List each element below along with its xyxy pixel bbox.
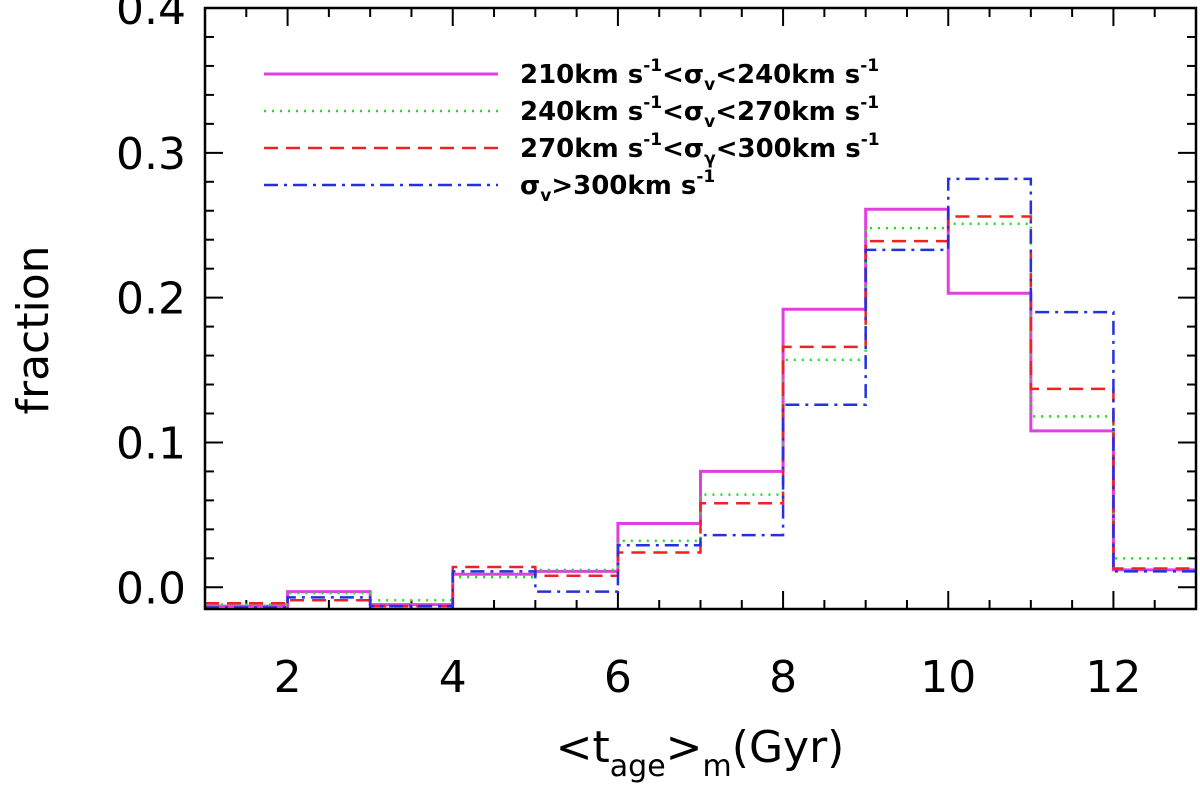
plot-frame [203,6,1198,611]
x-axis-title-sub: age [610,749,666,784]
y-tick-label: 0.1 [116,418,186,469]
x-axis-title-mid: > [666,722,703,773]
series->300-step [205,177,1196,609]
y-tick-label: 0.4 [116,0,186,35]
x-tick-label: 6 [604,652,632,703]
x-axis-title: <tage>m(Gyr) [556,722,845,784]
legend-label: 210km s-1<σv<240km s-1 [520,56,879,95]
x-tick-labels: 2 4 6 8 10 12 [274,652,1142,703]
legend-label: σv>300km s-1 [520,167,715,206]
x-axis-title-sub2: m [703,749,732,784]
y-tick-label: 0.0 [116,563,186,614]
x-axis-title-tail: (Gyr) [732,722,845,773]
x-tick-label: 12 [1085,652,1141,703]
legend-label: 270km s-1<σγ<300km s-1 [520,130,880,169]
series-layer [205,177,1196,609]
y-tick-labels: 0.0 0.1 0.2 0.3 0.4 [116,0,186,614]
legend-label: 240km s-1<σv<270km s-1 [520,93,879,132]
y-axis-title: fraction [8,245,59,414]
series-270-300-step [205,215,1196,608]
y-tick-label: 0.3 [116,129,186,180]
x-tick-label: 10 [920,652,976,703]
x-tick-label: 8 [769,652,797,703]
y-tick-label: 0.2 [116,274,186,325]
x-tick-label: 4 [439,652,467,703]
x-tick-label: 2 [274,652,302,703]
x-axis-title-main: <t [556,722,610,773]
